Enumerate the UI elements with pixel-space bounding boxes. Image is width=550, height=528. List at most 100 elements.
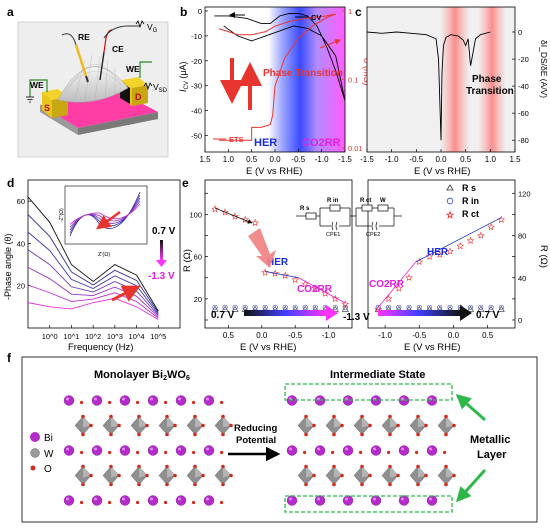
bismuth-atom xyxy=(119,495,131,506)
bismuth-atom xyxy=(63,445,75,456)
octahedron-face xyxy=(195,416,203,428)
bismuth-highlight xyxy=(373,497,376,501)
bismuth-atom xyxy=(91,495,103,506)
substrate-side xyxy=(78,112,158,135)
oxygen-atom xyxy=(388,432,392,437)
panel-e-ylabel-left: R (Ω) xyxy=(182,249,193,272)
we-left-wire xyxy=(29,79,48,97)
oxygen-atom xyxy=(136,400,140,405)
panel-e-rct-point xyxy=(291,275,299,284)
panel-f-title-right: Intermediate State xyxy=(330,369,425,381)
panel-d-inset xyxy=(64,185,148,245)
octahedron-face xyxy=(111,416,119,428)
panel-e-trend-5 xyxy=(415,217,502,263)
oxygen-atom xyxy=(304,482,308,487)
panel-e-rin-point xyxy=(437,304,443,310)
panel-e-xtick-label-left: -0.5 xyxy=(288,331,302,340)
panel-c-ytick-label: 0 xyxy=(518,28,522,37)
oxygen-atom xyxy=(452,473,456,478)
panel-b-ytick-label-right: 0.1 xyxy=(348,76,358,85)
panel-e-rin-point xyxy=(386,304,392,310)
oxygen-atom xyxy=(220,400,224,405)
panel-c-series-line xyxy=(366,31,491,141)
panel-d-xlabel: Frequency (Hz) xyxy=(68,342,133,353)
octahedron-face xyxy=(334,416,342,428)
oxygen-atom xyxy=(331,450,335,455)
oxygen-atom xyxy=(173,473,177,478)
panel-b-xlabel: E (V vs RHE) xyxy=(246,166,302,177)
panel-d-xtick-label: 10^4 xyxy=(129,332,145,341)
panel-e-rct-point xyxy=(394,284,403,292)
octahedron-face xyxy=(83,416,91,428)
octahedron-face xyxy=(390,466,398,478)
bismuth-highlight xyxy=(178,447,181,451)
panel-e-xtick-label-right: 0.5 xyxy=(482,331,494,340)
panel-e-arrow-start: 0.7 V xyxy=(211,310,235,321)
panel-b-ytick-label-left: -20 xyxy=(191,57,202,66)
octahedron-face xyxy=(139,466,147,478)
panel-e-ytick-label-left: 60 xyxy=(194,253,202,262)
panel-b-xtick-label: -1.5 xyxy=(338,155,352,164)
re-wire-tip xyxy=(85,75,89,83)
oxygen-atom xyxy=(360,432,364,437)
electrode-d-top xyxy=(122,77,148,88)
bismuth-highlight xyxy=(122,447,125,451)
bismuth-highlight xyxy=(373,447,376,451)
panel-e-xtick-label-left: -1.0 xyxy=(322,331,336,340)
bismuth-atom xyxy=(342,445,354,456)
panel-b-ylabel-left: ICV (μA) xyxy=(178,61,190,92)
panel-d-label-bottom: -1.3 V xyxy=(148,271,175,282)
legend-w-label: W xyxy=(44,449,54,460)
panel-e-rin-point xyxy=(406,304,412,310)
panel-d-label-top: 0.7 V xyxy=(152,226,176,237)
octahedron-face xyxy=(334,466,342,478)
panel-d-inset-xlabel: Z'(Ω) xyxy=(98,252,110,258)
oxygen-atom xyxy=(80,450,84,455)
circuit-label-rs: R s xyxy=(300,206,310,212)
oxygen-atom xyxy=(137,464,141,469)
oxygen-atom xyxy=(304,414,308,419)
panel-e-ytick-label-left: 100 xyxy=(189,210,202,219)
oxygen-atom xyxy=(443,450,447,455)
octahedron-face xyxy=(223,416,231,428)
panel-e-rin-point xyxy=(468,304,474,310)
oxygen-atom xyxy=(444,482,448,487)
metallic-label-2: Layer xyxy=(477,449,507,461)
oxygen-atom xyxy=(229,423,233,428)
panel-e-co2rr-right: CO2RR xyxy=(369,279,405,290)
circuit-label-cpe2: CPE2 xyxy=(366,232,380,238)
panel-e-plot: 0.5 0.0 -0.5 -1.0 -1.0 -0.5 0.0 0.5 0 20 40 60 80 100… xyxy=(189,189,530,340)
oxygen-atom xyxy=(360,414,364,419)
panel-e-arrow-right-head xyxy=(460,305,472,321)
metallic-layer-box-top xyxy=(284,383,453,401)
legend-bi-icon xyxy=(30,432,40,442)
oxygen-atom xyxy=(137,414,141,419)
panel-e-rct-point xyxy=(405,273,413,281)
panel-f: f Monolayer Bi2WO6 Intermediate State Me… xyxy=(7,351,538,523)
panel-b: b 1.5 1.0 0.5 0.0 -0.5 -1.0 -1.5 0 -10 -20 -30 -40 -… xyxy=(178,5,372,177)
bismuth-highlight xyxy=(401,447,404,451)
oxygen-atom xyxy=(387,450,391,455)
panel-b-ytick-label-right: 0.01 xyxy=(348,144,363,153)
oxygen-atom xyxy=(109,464,113,469)
panel-e-ytick-label-right: 120 xyxy=(518,189,531,198)
legend-rs-label: R s xyxy=(462,183,476,193)
bismuth-highlight xyxy=(150,447,153,451)
oxygen-atom xyxy=(81,464,85,469)
oxygen-atom xyxy=(368,473,372,478)
bismuth-highlight xyxy=(150,497,153,501)
bismuth-highlight xyxy=(206,447,209,451)
label-vg: VG xyxy=(147,22,158,34)
oxygen-atom xyxy=(452,423,456,428)
reducing-label-1: Reducing xyxy=(234,423,277,434)
panel-d-xtick-label: 10^3 xyxy=(107,332,123,341)
vg-wire xyxy=(103,25,140,39)
legend-rin-marker xyxy=(446,197,454,205)
panel-e-arrow-mid: -1.3 V xyxy=(343,312,370,323)
bismuth-atom xyxy=(203,445,215,456)
oxygen-atom xyxy=(193,432,197,437)
panel-d-inset-curve xyxy=(69,203,141,225)
octahedron-face xyxy=(139,416,147,428)
panel-d-ytick-label: 60 xyxy=(17,197,25,206)
panel-b-region-co2rr: CO2RR xyxy=(302,137,341,149)
